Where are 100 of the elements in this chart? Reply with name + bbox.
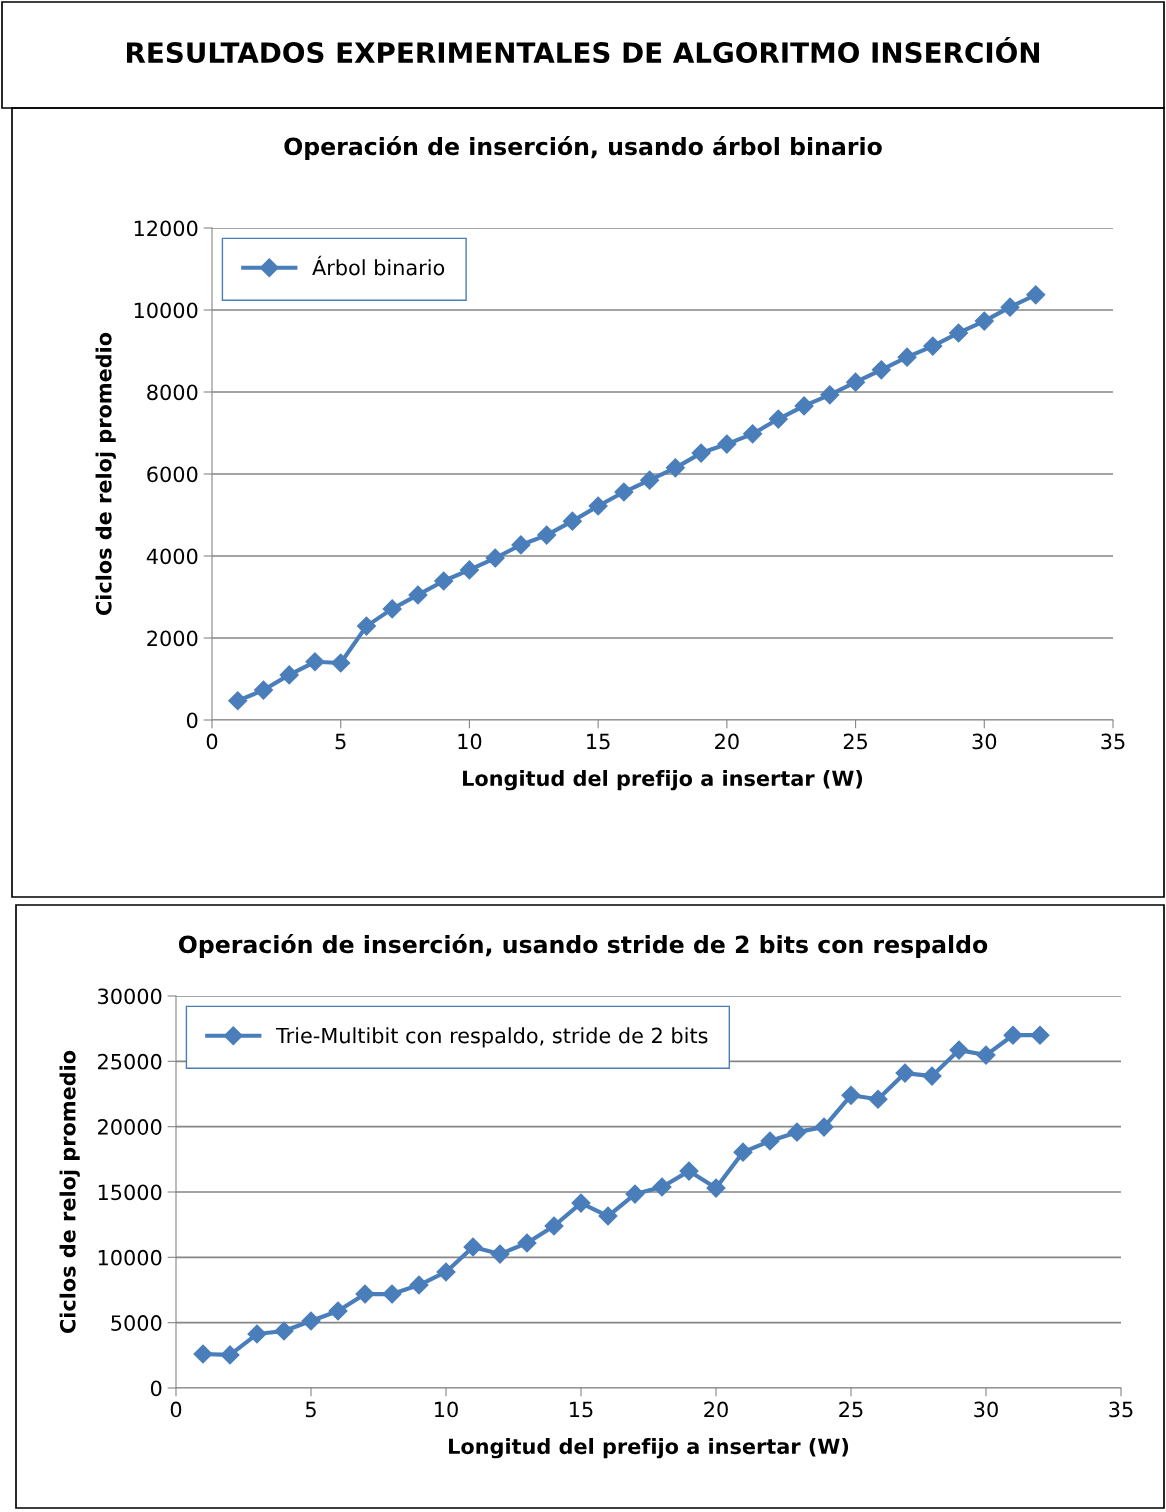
point xyxy=(1026,285,1046,305)
point xyxy=(598,1206,618,1226)
x-tick-label: 20 xyxy=(704,1401,728,1418)
point xyxy=(562,511,582,531)
y-tick-label: 0 xyxy=(150,1380,162,1397)
point xyxy=(614,482,634,502)
point xyxy=(305,652,325,672)
point xyxy=(868,1089,888,1109)
x-tick-label: 25 xyxy=(839,1401,863,1418)
y-tick-label: 30000 xyxy=(98,988,162,1005)
point xyxy=(588,496,608,516)
x-tick-label: 10 xyxy=(435,1401,458,1418)
point xyxy=(301,1311,321,1331)
x-tick-label: 30 xyxy=(972,733,997,750)
point xyxy=(279,665,299,685)
point xyxy=(768,409,788,429)
x-axis-title: Longitud del prefijo a insertar (W) xyxy=(463,770,863,791)
y-tick-label: 2000 xyxy=(147,630,198,647)
point xyxy=(220,1345,240,1365)
x-tick-label: 0 xyxy=(206,733,218,750)
point xyxy=(717,434,737,454)
point xyxy=(743,424,763,444)
point xyxy=(571,1193,591,1213)
point xyxy=(871,360,891,380)
y-axis-title: Ciclos de reloj promedio xyxy=(59,1050,80,1334)
point xyxy=(274,1321,294,1341)
point xyxy=(640,470,660,490)
point xyxy=(1030,1025,1050,1045)
point xyxy=(787,1122,807,1142)
point xyxy=(949,323,969,343)
point xyxy=(760,1131,780,1151)
y-tick-label: 8000 xyxy=(147,384,198,401)
point xyxy=(625,1184,645,1204)
point xyxy=(382,1284,402,1304)
point xyxy=(253,680,274,700)
point xyxy=(408,585,428,605)
point xyxy=(814,1117,834,1137)
point xyxy=(436,1262,456,1282)
point xyxy=(846,372,866,392)
point xyxy=(691,443,711,463)
point xyxy=(1003,1025,1023,1045)
point xyxy=(820,385,840,405)
point xyxy=(544,1216,564,1236)
point xyxy=(949,1040,969,1060)
point xyxy=(652,1177,672,1197)
text: RESULTADOS EXPERIMENTALES DE ALGORITMO INSERCIÓN xyxy=(127,36,1039,64)
chart-title: Operación de inserción, usando árbol binario xyxy=(284,136,882,160)
point xyxy=(895,1063,915,1083)
point xyxy=(679,1161,699,1181)
point xyxy=(923,336,943,356)
y-tick-label: 0 xyxy=(186,712,198,729)
y-tick-label: 5000 xyxy=(111,1315,162,1331)
point xyxy=(511,535,531,555)
x-tick-label: 35 xyxy=(1109,1401,1133,1418)
y-tick-label: 15000 xyxy=(98,1184,162,1201)
x-tick-label: 20 xyxy=(715,733,739,750)
x-axis-title: Longitud del prefijo a insertar (W) xyxy=(449,1438,849,1459)
x-tick-label: 15 xyxy=(587,733,610,750)
x-tick-label: 25 xyxy=(843,733,868,750)
x-tick-label: 35 xyxy=(1101,733,1125,750)
y-axis-title: Ciclos de reloj promedio xyxy=(95,332,116,616)
x-tick-label: 10 xyxy=(458,733,482,750)
point xyxy=(228,691,248,711)
point xyxy=(1000,297,1020,317)
point xyxy=(841,1085,861,1105)
y-tick-label: 12000 xyxy=(134,220,198,237)
y-tick-label: 20000 xyxy=(98,1119,162,1135)
point xyxy=(490,1244,510,1264)
point xyxy=(794,396,814,416)
point xyxy=(706,1178,726,1198)
legend-label: Árbol binario xyxy=(312,255,445,276)
y-tick-label: 6000 xyxy=(147,466,198,483)
chart-title: Operación de inserción, usando stride de 2 bits con respaldo xyxy=(178,934,988,958)
point xyxy=(355,1284,375,1304)
point xyxy=(974,311,994,331)
point xyxy=(922,1066,942,1086)
point xyxy=(537,525,557,545)
point xyxy=(976,1045,996,1065)
point xyxy=(434,571,454,591)
point xyxy=(463,1237,483,1257)
x-tick-label: 5 xyxy=(305,1401,316,1418)
point xyxy=(409,1275,429,1295)
y-tick-label: 10000 xyxy=(134,302,198,319)
point xyxy=(459,560,479,580)
point xyxy=(247,1324,267,1344)
point xyxy=(331,653,351,673)
point xyxy=(665,458,685,478)
point xyxy=(485,548,505,568)
y-tick-label: 10000 xyxy=(98,1249,162,1266)
point xyxy=(897,347,917,367)
point xyxy=(328,1301,348,1321)
x-tick-label: 15 xyxy=(570,1401,593,1418)
point xyxy=(382,599,402,619)
legend-label: Trie-Multibit con respaldo, stride de 2 bits xyxy=(275,1027,708,1048)
y-tick-label: 4000 xyxy=(146,548,198,565)
point xyxy=(733,1142,753,1162)
y-tick-label: 25000 xyxy=(98,1053,162,1070)
point xyxy=(193,1344,213,1364)
point xyxy=(356,616,376,636)
x-tick-label: 30 xyxy=(974,1401,998,1418)
